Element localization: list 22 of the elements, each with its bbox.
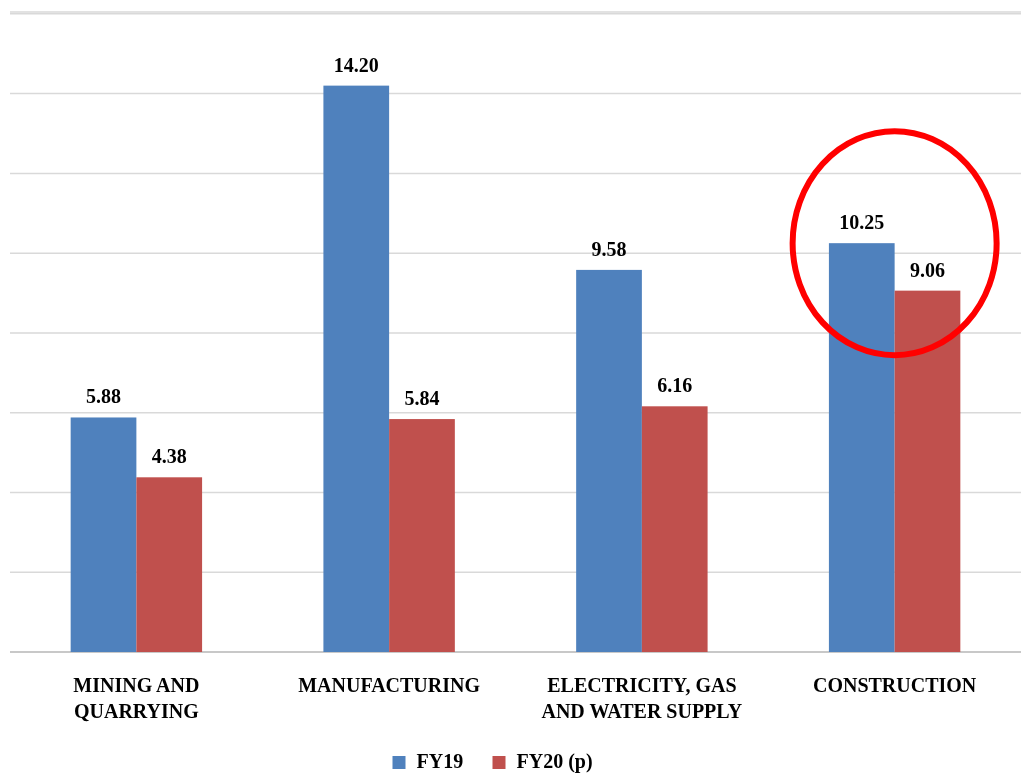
x-tick-label: MANUFACTURING [298,674,481,696]
data-label: 4.38 [151,445,187,468]
bar [894,290,961,652]
bar [70,417,137,652]
data-label: 5.84 [404,387,440,410]
x-tick-label: CONSTRUCTION [812,674,977,696]
bar [641,406,708,652]
data-label: 9.06 [909,258,945,281]
data-label: 5.88 [86,385,122,408]
bar [323,85,390,652]
bar [576,269,642,652]
data-label: 9.58 [591,237,627,260]
bar [389,419,455,652]
legend-label: FY20 (p) [516,750,593,773]
data-label: 6.16 [657,374,693,397]
legend-label: FY19 [416,750,464,772]
data-label: 14.20 [333,53,379,76]
bar [136,477,203,652]
data-label: 10.25 [839,211,885,234]
x-tick-label: MINING AND QUARRYING [73,674,200,722]
x-tick-label: ELECTRICITY, GAS AND WATER SUPPLY [541,674,743,722]
bar [828,243,895,652]
